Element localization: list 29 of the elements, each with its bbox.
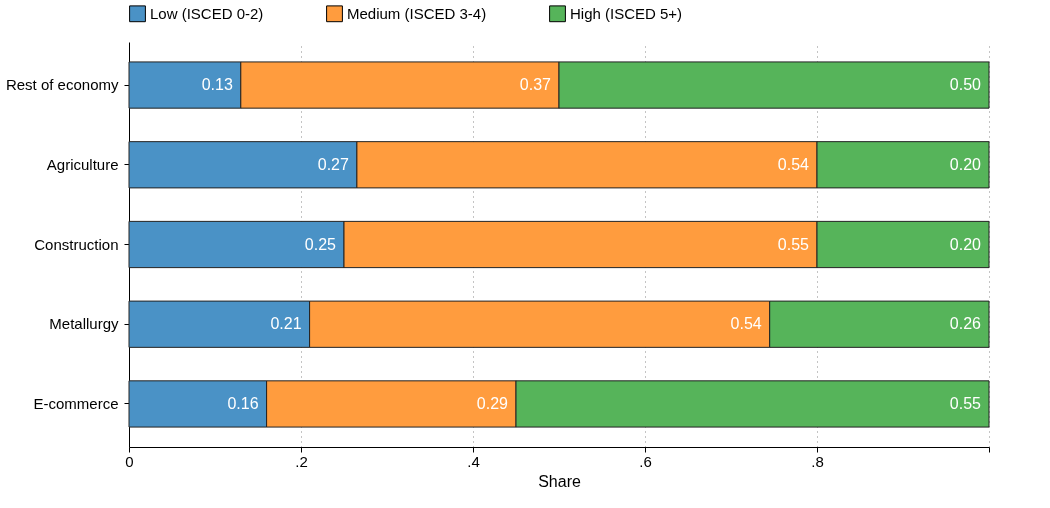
data-label: 0.55	[949, 394, 982, 412]
y-tick-label: E-commerce	[33, 394, 119, 412]
data-label: 0.54	[730, 315, 762, 333]
data-label: 0.37	[519, 76, 552, 94]
y-tick-label: Construction	[34, 235, 119, 253]
x-tick-label: .4	[467, 452, 480, 470]
legend-label: High (ISCED 5+)	[570, 4, 683, 22]
x-tick-label: 0	[125, 452, 134, 470]
y-tick-label: Metallurgy	[49, 315, 119, 333]
x-tick-label: .2	[295, 452, 308, 470]
data-label: 0.54	[777, 155, 810, 173]
data-label: 0.55	[777, 235, 810, 253]
y-tick-label: Agriculture	[46, 155, 119, 173]
data-label: 0.16	[227, 394, 259, 412]
x-tick-label: .6	[639, 452, 652, 470]
data-label: 0.29	[476, 394, 509, 412]
x-tick-label: .8	[811, 452, 824, 470]
data-label: 0.25	[304, 235, 337, 253]
legend-label: Medium (ISCED 3-4)	[347, 4, 487, 22]
legend-label: Low (ISCED 0-2)	[150, 4, 264, 22]
data-label: 0.13	[201, 76, 233, 94]
data-label: 0.27	[317, 155, 349, 173]
data-label: 0.20	[949, 155, 982, 173]
y-tick-label: Rest of economy	[5, 76, 119, 94]
data-label: 0.21	[270, 315, 302, 333]
x-axis-title: Share	[538, 472, 581, 490]
data-label: 0.26	[949, 315, 982, 333]
data-label: 0.20	[949, 235, 982, 253]
data-label: 0.50	[949, 76, 982, 94]
